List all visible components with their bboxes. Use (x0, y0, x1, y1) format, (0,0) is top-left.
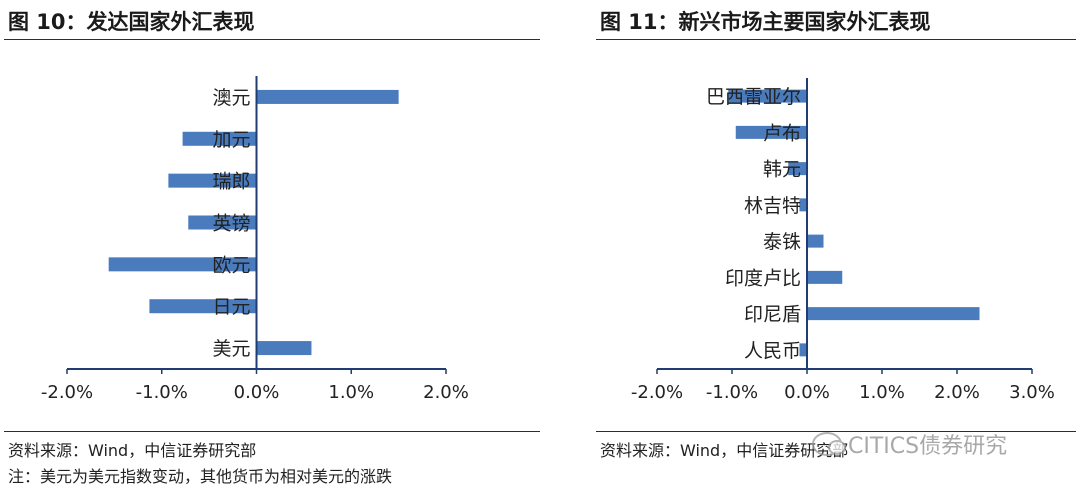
left-bar (182, 131, 257, 146)
right-source-note: 资料来源：Wind，中信证券研究部 (600, 441, 849, 460)
left-footnote: 注：美元为美元指数变动，其他货币为相对美元的涨跌 (8, 467, 393, 486)
right-bar (807, 270, 843, 284)
left-bar (188, 215, 257, 230)
watermark-text: CITICS债券研究 (848, 434, 1008, 459)
left-bar (256, 89, 399, 104)
left-chart-title: 图 10：发达国家外汇表现 (8, 10, 255, 34)
right-x-tick-label: 3.0% (1009, 382, 1055, 403)
right-source-rule (596, 431, 1076, 432)
left-x-tick-label: 0.0% (234, 382, 280, 403)
left-category-label: 英镑 (212, 213, 250, 235)
left-bar (168, 173, 257, 188)
right-category-label: 卢布 (763, 122, 801, 144)
right-bar (807, 234, 824, 248)
right-x-tick-label: -1.0% (706, 382, 758, 403)
right-title-rule (596, 39, 1076, 40)
right-category-label: 泰铢 (763, 231, 801, 253)
right-category-label: 印尼盾 (744, 304, 801, 326)
left-category-label: 加元 (212, 129, 250, 151)
left-category-label: 欧元 (212, 254, 250, 276)
left-bar (108, 257, 257, 272)
left-category-label: 澳元 (212, 87, 250, 109)
right-x-tick-label: 0.0% (784, 382, 830, 403)
right-category-label: 韩元 (763, 159, 801, 181)
left-source-rule (4, 431, 540, 432)
left-category-label: 瑞郎 (212, 171, 250, 193)
right-category-label: 印度卢比 (725, 267, 801, 289)
left-source-note: 资料来源：Wind，中信证券研究部 (8, 441, 257, 460)
left-bar (149, 299, 257, 314)
left-category-label: 日元 (212, 296, 250, 318)
right-x-tick-label: 2.0% (934, 382, 980, 403)
right-bar (799, 343, 807, 357)
left-bar (256, 341, 312, 356)
left-x-tick-label: 1.0% (328, 382, 374, 403)
left-x-tick-label: 2.0% (423, 382, 469, 403)
left-category-label: 美元 (212, 338, 250, 360)
right-x-tick-label: -2.0% (631, 382, 683, 403)
right-category-label: 巴西雷亚尔 (706, 86, 801, 108)
wechat-icon (812, 432, 846, 456)
right-chart-title: 图 11：新兴市场主要国家外汇表现 (600, 10, 931, 34)
right-bar (735, 125, 807, 139)
left-x-tick-label: -1.0% (136, 382, 188, 403)
left-x-tick-label: -2.0% (41, 382, 93, 403)
right-x-tick-label: 1.0% (859, 382, 905, 403)
right-bar (728, 89, 807, 103)
right-bar (799, 198, 807, 212)
right-category-label: 林吉特 (744, 195, 801, 217)
right-category-label: 人民币 (744, 340, 801, 362)
left-title-rule (4, 39, 540, 40)
right-bar (807, 307, 980, 321)
right-bar (788, 162, 807, 176)
watermark: CITICS债券研究 (812, 428, 1007, 460)
